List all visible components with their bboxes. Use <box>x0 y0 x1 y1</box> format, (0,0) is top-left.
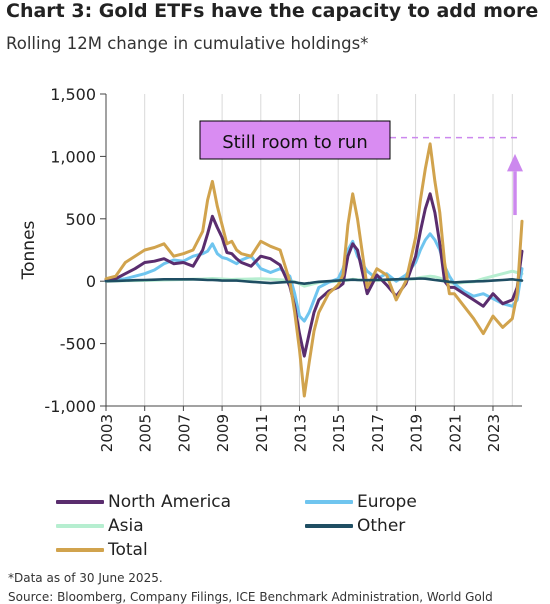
annotation-text: Still room to run <box>222 132 368 153</box>
y-axis-label: Tonnes <box>19 220 39 280</box>
series-line-europe <box>104 232 524 323</box>
legend-label: Other <box>357 516 406 536</box>
legend-label: Europe <box>357 492 417 512</box>
x-tick-label: 2017 <box>369 414 387 452</box>
chart-subtitle: Rolling 12M change in cumulative holding… <box>6 34 369 53</box>
y-tick-label: -1,000 <box>44 397 96 416</box>
x-tick-label: 2011 <box>253 414 271 452</box>
legend-swatch <box>56 548 104 552</box>
legend-label: North America <box>108 492 232 512</box>
y-tick-label: 1,500 <box>50 85 96 104</box>
arrow-up-icon <box>507 153 523 172</box>
axes: 2003 2005 2007 2009 2011 2013 2015 2017 2019 2021… <box>44 85 522 452</box>
legend-label: Asia <box>108 516 144 536</box>
legend-item-other: Other <box>305 515 405 537</box>
annotation-box <box>199 120 391 160</box>
y-tick-label: 0 <box>86 272 96 291</box>
x-tick-label: 2009 <box>214 414 232 452</box>
x-tick-label: 2015 <box>330 414 348 452</box>
legend-swatch <box>305 524 353 528</box>
legend-swatch <box>56 524 104 528</box>
x-tick-label: 2007 <box>175 414 193 452</box>
legend-item-europe: Europe <box>305 491 417 513</box>
y-tick-label: 500 <box>65 210 96 229</box>
source-note: Source: Bloomberg, Company Filings, ICE … <box>8 590 493 604</box>
line-chart: 2003 2005 2007 2009 2011 2013 2015 2017 2019 2021… <box>19 85 524 452</box>
series-lines <box>104 142 524 398</box>
x-tick-label: 2019 <box>408 414 426 452</box>
legend-item-asia: Asia <box>56 515 144 537</box>
y-tick-label: 1,000 <box>50 147 96 166</box>
x-tick-label: 2013 <box>291 414 309 452</box>
x-tick-label: 2003 <box>98 414 116 452</box>
series-line-total <box>104 142 524 398</box>
annotation-layer: Still room to run <box>199 120 523 216</box>
series-line-other <box>104 277 524 286</box>
legend-item-total: Total <box>56 539 148 561</box>
chart-title: Chart 3: Gold ETFs have the capacity to … <box>6 0 539 22</box>
y-tick-label: -500 <box>60 335 96 354</box>
x-tick-label: 2023 <box>485 414 503 452</box>
x-tick-label: 2005 <box>137 414 155 452</box>
footnote: *Data as of 30 June 2025. <box>8 571 163 585</box>
legend-swatch <box>56 500 104 504</box>
legend-label: Total <box>108 540 148 560</box>
legend-swatch <box>305 500 353 504</box>
legend-item-north-america: North America <box>56 491 231 513</box>
x-tick-label: 2021 <box>446 414 464 452</box>
